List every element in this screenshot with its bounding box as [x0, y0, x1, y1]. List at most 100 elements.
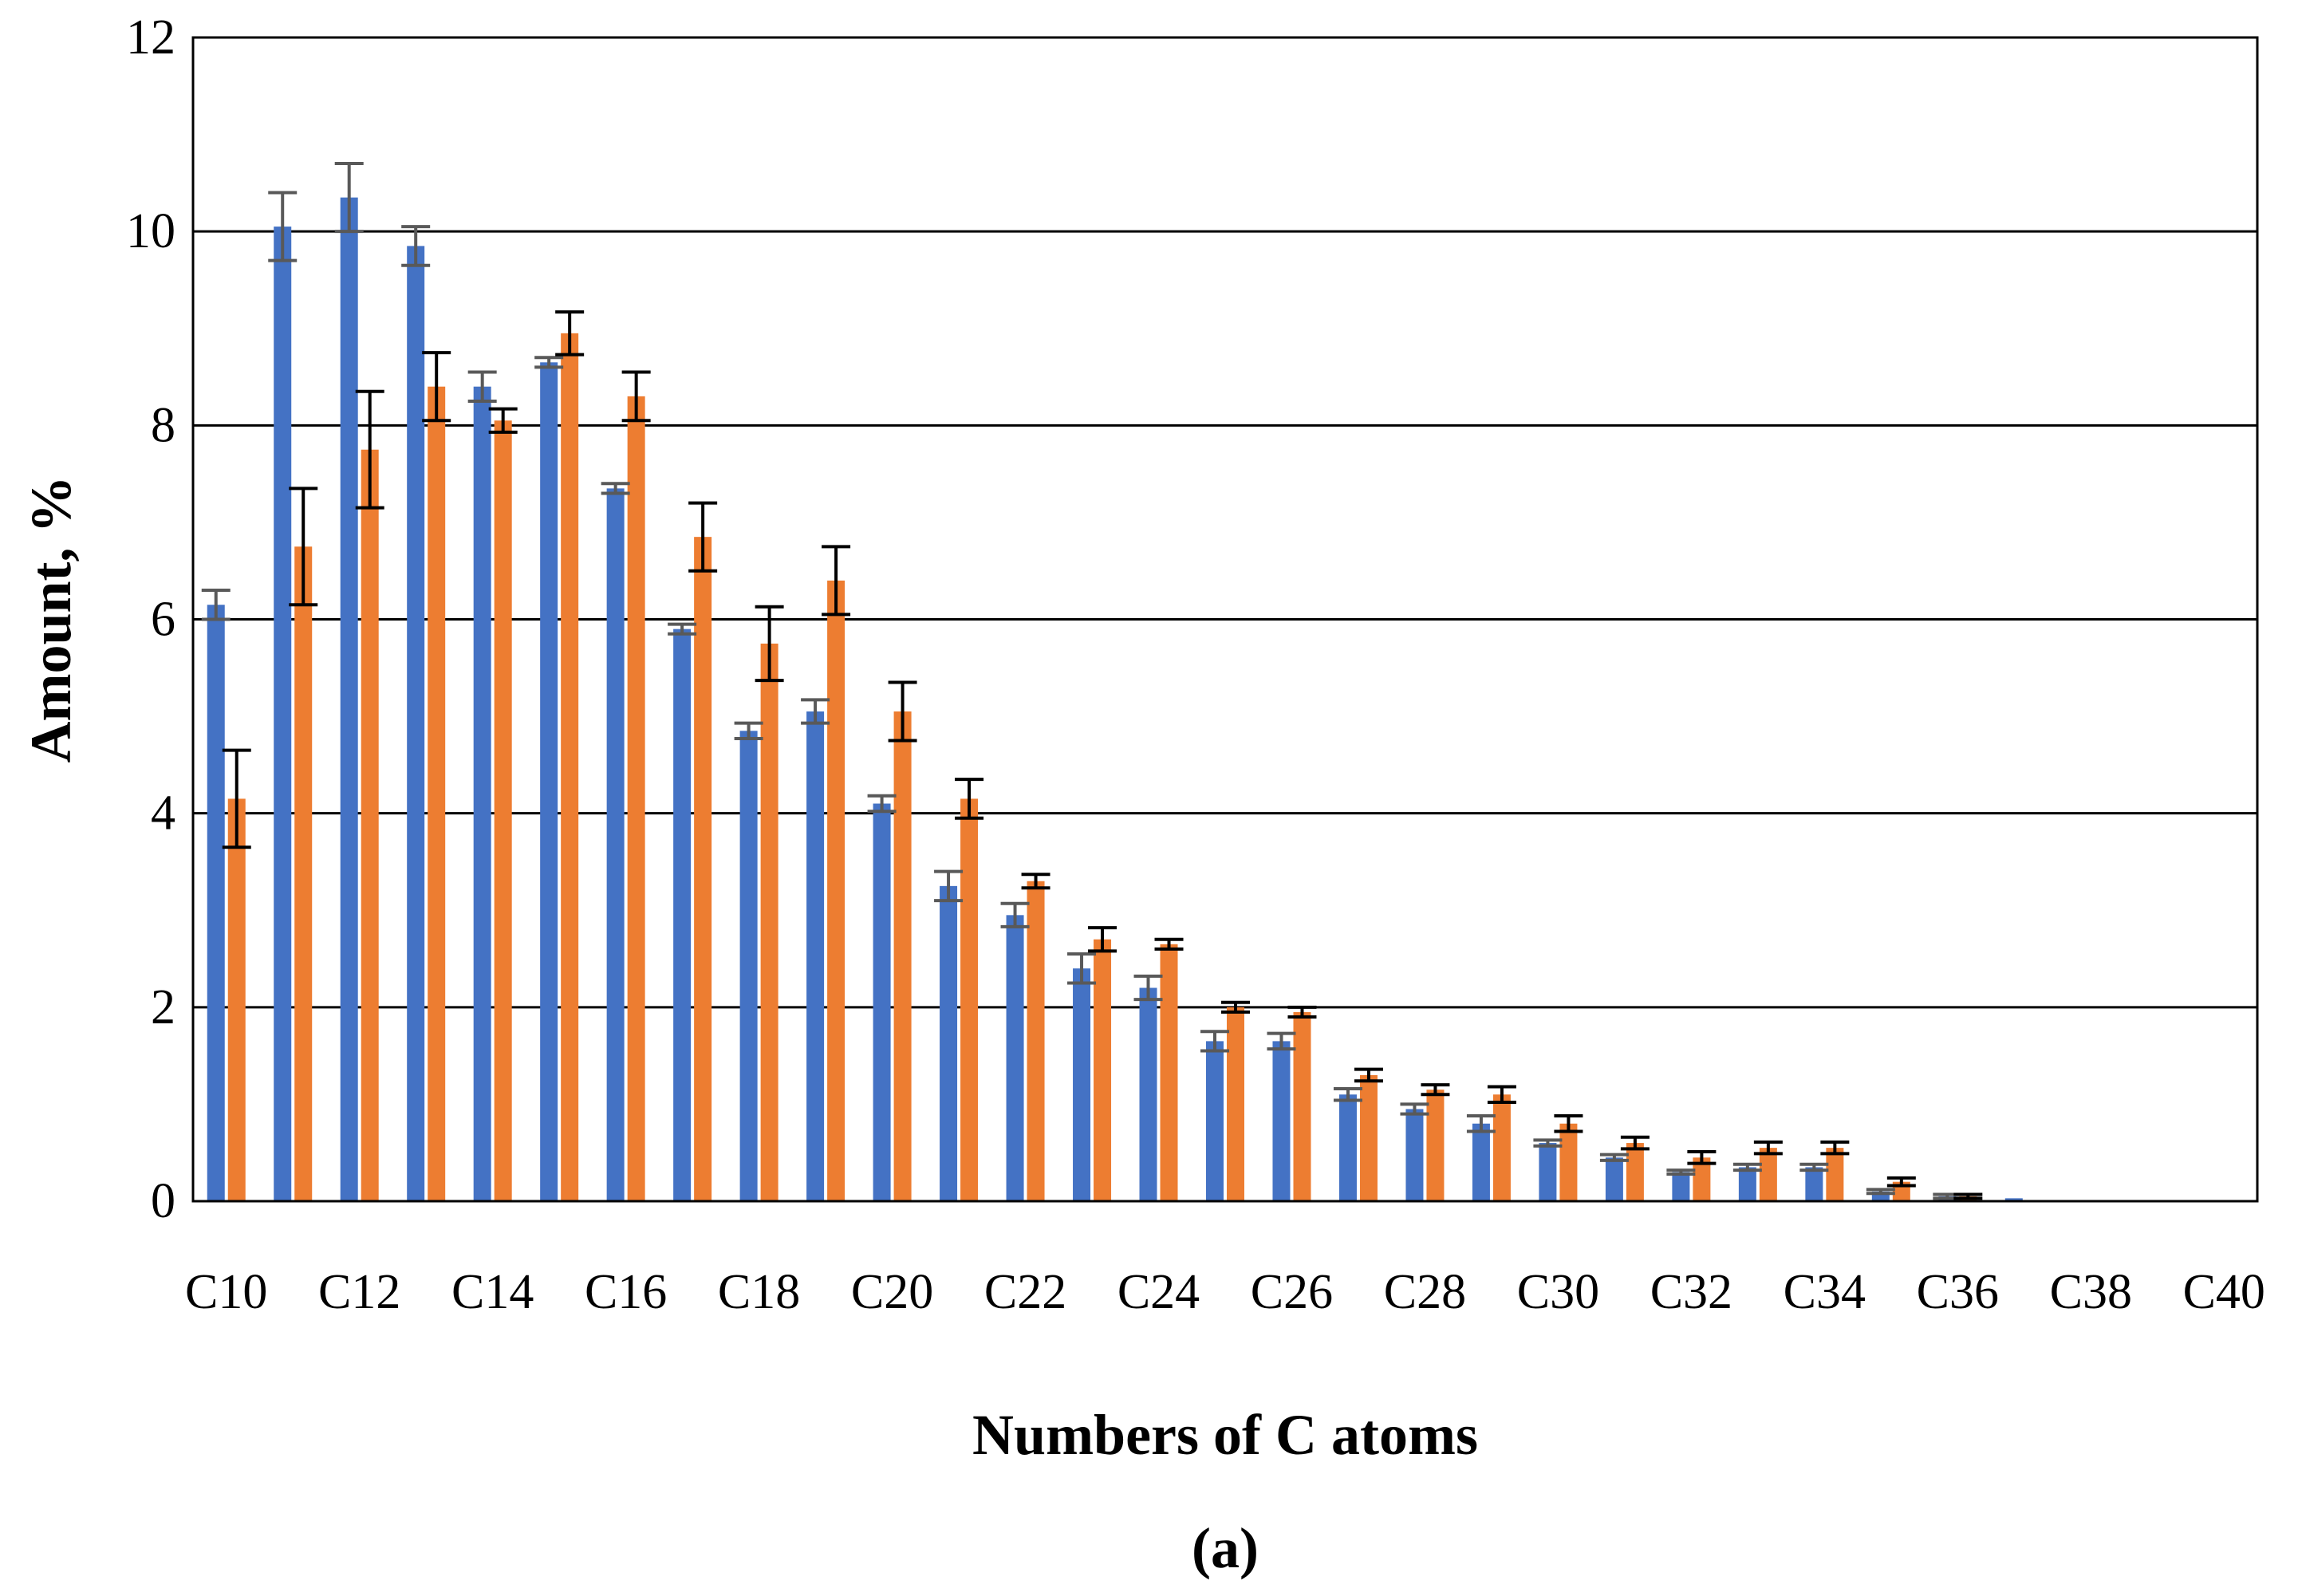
bar-series-2-C28 — [1426, 1090, 1445, 1201]
error-bar-series-1-C30 — [1533, 1138, 1563, 1148]
error-bar-series-1-C23 — [1067, 952, 1097, 985]
bar-series-1-C24 — [1139, 987, 1157, 1201]
bar-series-2-C29 — [1492, 1094, 1511, 1201]
error-bar-series-1-C31 — [1599, 1153, 1629, 1162]
bar-series-2-C15 — [561, 333, 579, 1202]
bar-series-1-C18 — [739, 731, 758, 1201]
error-bar-series-2-C15 — [555, 310, 585, 357]
error-bar-series-2-C11 — [289, 487, 318, 607]
bar-series-1-C22 — [1006, 915, 1024, 1201]
x-tick-label: C34 — [1784, 1265, 1866, 1319]
error-bar-series-1-C33 — [1732, 1162, 1762, 1172]
bar-series-1-C15 — [540, 362, 558, 1201]
error-bar-series-1-C24 — [1133, 974, 1163, 1002]
error-bar-series-1-C10 — [201, 589, 231, 621]
bar-series-2-C26 — [1293, 1011, 1311, 1201]
error-bar-series-1-C17 — [668, 622, 697, 636]
x-tick-label: C12 — [318, 1265, 400, 1319]
error-bar-series-2-C28 — [1421, 1083, 1450, 1097]
error-bar-series-1-C28 — [1400, 1102, 1429, 1116]
x-tick-label: C30 — [1517, 1265, 1599, 1319]
bar-series-1-C29 — [1472, 1123, 1490, 1201]
bar-series-1-C33 — [1738, 1167, 1756, 1201]
bar-series-2-C14 — [494, 420, 512, 1201]
bar-series-1-C23 — [1073, 968, 1091, 1201]
error-bar-series-1-C32 — [1666, 1168, 1696, 1176]
y-tick-label: 2 — [151, 980, 175, 1034]
x-tick-label: C26 — [1251, 1265, 1333, 1319]
bar-series-1-C17 — [673, 629, 692, 1201]
y-tick-label: 8 — [151, 398, 175, 452]
error-bar-series-2-C18 — [755, 605, 784, 683]
error-bar-series-1-C35 — [1866, 1188, 1895, 1196]
bar-series-1-C31 — [1605, 1157, 1623, 1201]
error-bar-series-1-C27 — [1333, 1086, 1362, 1102]
bar-series-1-C26 — [1272, 1041, 1291, 1201]
bar-series-1-C30 — [1539, 1143, 1557, 1201]
bar-series-2-C10 — [227, 798, 246, 1201]
error-bar-series-1-C26 — [1267, 1031, 1296, 1051]
x-tick-label: C24 — [1117, 1265, 1200, 1319]
bar-series-2-C18 — [760, 643, 778, 1201]
error-bar-series-2-C23 — [1088, 926, 1117, 953]
error-bar-series-1-C22 — [1000, 901, 1030, 928]
bar-series-2-C34 — [1826, 1148, 1844, 1201]
bars — [207, 197, 2244, 1202]
error-bar-series-1-C13 — [401, 225, 431, 267]
error-bar-series-2-C13 — [422, 351, 451, 423]
x-tick-label: C16 — [585, 1265, 667, 1319]
bar-series-2-C17 — [694, 537, 712, 1201]
x-tick-label: C10 — [185, 1265, 267, 1319]
error-bar-series-1-C29 — [1466, 1114, 1496, 1133]
bar-series-2-C32 — [1693, 1157, 1711, 1201]
error-bar-series-2-C25 — [1221, 1000, 1250, 1014]
error-bar-series-1-C21 — [934, 869, 964, 903]
bar-series-2-C23 — [1094, 939, 1112, 1201]
bar-series-2-C11 — [294, 546, 313, 1201]
error-bar-series-2-C14 — [488, 407, 518, 434]
bar-series-2-C21 — [960, 798, 979, 1201]
bar-series-1-C34 — [1805, 1167, 1823, 1201]
error-bar-series-2-C19 — [822, 545, 851, 617]
x-tick-label: C14 — [451, 1265, 534, 1319]
bar-series-2-C13 — [428, 386, 446, 1201]
error-bar-series-1-C12 — [334, 162, 364, 234]
x-tick-label: C32 — [1650, 1265, 1732, 1319]
error-bar-series-2-C36 — [1953, 1192, 1983, 1200]
error-bar-series-1-C34 — [1799, 1162, 1829, 1172]
error-bar-series-2-C33 — [1753, 1140, 1783, 1156]
bar-series-1-C13 — [407, 246, 425, 1201]
error-bar-series-2-C21 — [955, 778, 984, 820]
error-bar-series-2-C12 — [355, 389, 384, 510]
bar-series-2-C12 — [361, 449, 379, 1201]
x-tick-label: C40 — [2183, 1265, 2265, 1319]
error-bar-series-2-C20 — [888, 680, 917, 743]
bar-series-1-C27 — [1338, 1094, 1357, 1201]
plot-area-frame — [191, 36, 2259, 1203]
error-bar-series-1-C11 — [268, 191, 298, 262]
error-bar-series-2-C26 — [1287, 1005, 1317, 1019]
error-bar-series-2-C34 — [1820, 1140, 1850, 1156]
bar-series-2-C27 — [1359, 1074, 1378, 1201]
error-bar-series-1-C16 — [601, 482, 630, 495]
bar-series-1-C32 — [1672, 1172, 1690, 1201]
error-bar-series-2-C32 — [1687, 1149, 1717, 1165]
error-bar-series-2-C30 — [1554, 1114, 1583, 1133]
bar-series-2-C33 — [1759, 1148, 1777, 1201]
bar-series-1-C25 — [1206, 1041, 1224, 1201]
error-bar-series-1-C25 — [1200, 1030, 1229, 1053]
error-bar-series-2-C24 — [1154, 937, 1184, 951]
bar-series-1-C37 — [2004, 1198, 2023, 1201]
bar-series-2-C22 — [1027, 881, 1045, 1201]
y-tick-label: 12 — [126, 10, 175, 65]
bar-series-1-C11 — [274, 227, 292, 1201]
error-bar-series-2-C17 — [688, 501, 718, 573]
x-tick-label: C22 — [984, 1265, 1066, 1319]
x-tick-label: C20 — [851, 1265, 933, 1319]
bar-series-1-C19 — [806, 711, 825, 1201]
y-tick-label: 10 — [126, 204, 175, 258]
error-bar-series-2-C27 — [1354, 1067, 1383, 1083]
bar-series-1-C12 — [340, 197, 358, 1201]
bar-series-2-C25 — [1227, 1007, 1244, 1201]
error-bar-series-1-C18 — [734, 721, 763, 741]
